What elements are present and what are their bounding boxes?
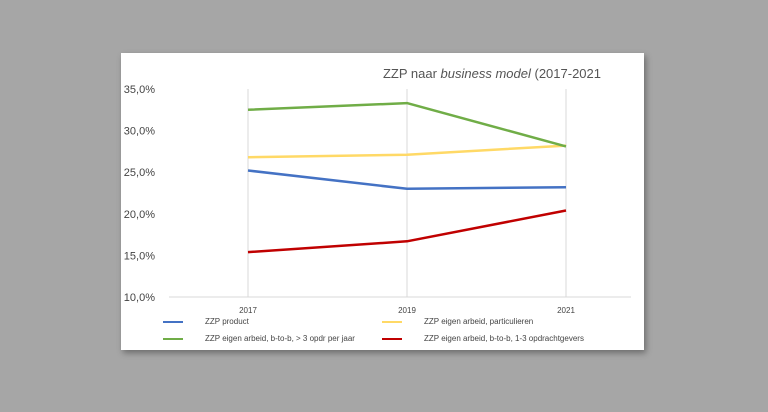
- x-tick-label: 2017: [239, 306, 257, 315]
- series-line-1: [247, 144, 567, 159]
- y-tick-label: 30,0%: [124, 126, 155, 138]
- x-tick-label: 2019: [398, 306, 416, 315]
- series-line-0: [247, 169, 567, 191]
- line-chart: 10,0% 15,0% 20,0% 25,0% 30,0% 35,0% 2017 2019 20…: [124, 84, 631, 315]
- chart-title-tail: (2017-2021: [530, 66, 601, 81]
- y-tick-label: 35,0%: [124, 84, 155, 96]
- chart-title-italic: business model: [440, 66, 531, 81]
- x-tick-label: 2021: [557, 306, 575, 315]
- y-tick-label: 10,0%: [124, 292, 155, 304]
- y-tick-label: 20,0%: [124, 209, 155, 221]
- chart-card: ZZP naar business model (2017-2021 10,0%…: [121, 53, 644, 350]
- y-tick-label: 15,0%: [124, 250, 155, 262]
- series-line-3: [247, 209, 567, 254]
- chart-title-main: ZZP naar: [382, 66, 441, 81]
- chart-title: ZZP naar business model (2017-2021: [121, 66, 601, 81]
- y-tick-label: 25,0%: [124, 167, 155, 179]
- series-line-2: [247, 101, 567, 148]
